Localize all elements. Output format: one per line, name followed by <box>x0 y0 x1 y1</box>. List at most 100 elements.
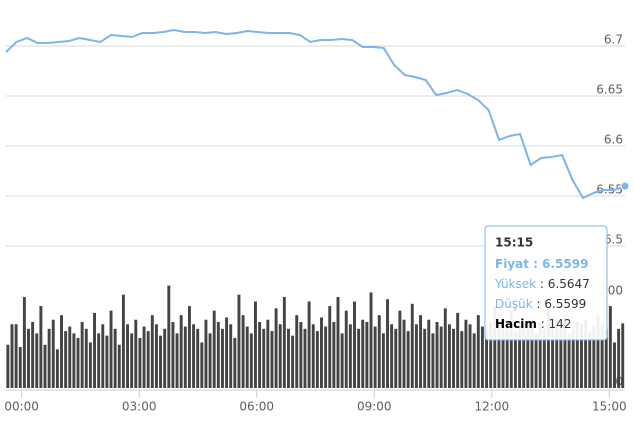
volume-bar <box>410 303 414 388</box>
price-line <box>5 28 626 200</box>
tooltip-box <box>484 225 608 341</box>
volume-bar <box>39 306 43 388</box>
volume-bar <box>613 342 616 388</box>
volume-bar <box>542 328 546 388</box>
volume-bar <box>365 322 369 388</box>
volume-bar <box>282 296 286 388</box>
volume-bar <box>588 331 592 388</box>
volume-bar <box>456 312 460 388</box>
volume-bar <box>134 319 138 388</box>
volume-bar <box>14 324 18 388</box>
tooltip-row: Yüksek : 6.5647 <box>494 277 590 291</box>
volume-bar <box>51 319 55 388</box>
volume-bar <box>332 322 336 388</box>
volume-bar <box>394 328 398 388</box>
volume-bar <box>196 328 200 388</box>
volume-bar <box>307 301 311 388</box>
volume-bar <box>427 319 431 388</box>
volume-bar <box>22 296 26 388</box>
volume-bar <box>278 324 282 388</box>
volume-bar <box>447 324 451 388</box>
volume-bar <box>559 326 563 388</box>
volume-bar <box>518 322 522 388</box>
volume-bar <box>126 324 129 388</box>
tooltip-sep: : <box>529 257 542 271</box>
volume-bar <box>154 324 158 388</box>
volume-bar <box>291 335 295 388</box>
volume-bar <box>575 322 579 388</box>
tooltip-row: Fiyat : 6.5599 <box>495 257 588 271</box>
volume-bar <box>315 331 319 388</box>
volume-bar <box>303 328 307 388</box>
x-tick-label: 06:00 <box>239 400 274 414</box>
volume-bar <box>212 310 216 388</box>
volume-bar <box>55 349 59 388</box>
volume-bar <box>167 285 171 388</box>
volume-bar <box>249 333 253 388</box>
volume-bar <box>64 331 68 388</box>
volume-bar <box>348 324 352 388</box>
x-tick-label: 03:00 <box>122 400 157 414</box>
volume-bar <box>31 322 35 388</box>
volume-bar <box>262 328 266 388</box>
volume-bar <box>10 324 14 388</box>
volume-bar <box>121 294 125 388</box>
volume-bar <box>254 301 257 388</box>
volume-bar <box>604 328 608 388</box>
tooltip: 15:15 Fiyat : 6.5599 Yüksek : 6.5647 Düş… <box>484 225 608 341</box>
volume-bar <box>328 306 332 388</box>
volume-bar <box>43 344 47 388</box>
volume-bar <box>398 310 402 388</box>
volume-bar <box>344 310 348 388</box>
volume-bar <box>580 324 583 388</box>
tooltip-sep: : <box>533 297 545 311</box>
volume-bar <box>179 315 183 388</box>
volume-bar <box>546 308 550 388</box>
volume-bar <box>505 328 509 388</box>
volume-bar <box>390 324 394 388</box>
volume-bar <box>538 322 542 388</box>
volume-bar <box>464 319 468 388</box>
y-tick-label: 6.65 <box>596 83 623 97</box>
x-tick-label: 00:00 <box>4 400 39 414</box>
x-tick-label: 09:00 <box>357 400 392 414</box>
volume-bar <box>336 296 340 388</box>
volume-bar <box>220 328 224 388</box>
volume-bar <box>584 319 588 388</box>
tooltip-value: 6.5599 <box>544 297 586 311</box>
volume-bar <box>555 319 559 388</box>
tooltip-label: Yüksek <box>494 277 536 291</box>
volume-bar <box>270 331 274 388</box>
volume-bar <box>142 326 146 388</box>
volume-bar <box>192 324 196 388</box>
volume-bar <box>113 328 117 388</box>
hover-marker <box>620 181 630 191</box>
volume-bar <box>187 306 191 388</box>
volume-bar <box>485 328 489 388</box>
volume-bar <box>596 315 600 388</box>
volume-bar <box>324 326 328 388</box>
tooltip-row: Düşük : 6.5599 <box>495 297 586 311</box>
tooltip-sep: : <box>537 317 549 331</box>
volume-bar <box>443 308 447 388</box>
volume-bar <box>377 315 381 388</box>
volume-bar <box>258 322 262 388</box>
plot-layer: 6.76.656.66.556.5020000:0003:0006:0009:0… <box>4 28 630 414</box>
volume-bar <box>431 333 435 388</box>
volume-bar <box>353 301 356 388</box>
volume-bar <box>109 310 113 388</box>
volume-bar <box>489 322 493 388</box>
volume-bar <box>419 315 422 388</box>
volume-bar <box>175 333 179 388</box>
volume-bar <box>241 315 245 388</box>
volume-bar <box>274 308 278 388</box>
volume-bar <box>84 328 88 388</box>
volume-bar <box>369 292 373 388</box>
volume-bar <box>208 333 212 388</box>
volume-bar <box>35 333 39 388</box>
volume-bar <box>386 299 389 388</box>
volume-bar <box>522 324 526 388</box>
volume-bar <box>159 335 163 388</box>
tooltip-value: 6.5647 <box>548 277 590 291</box>
